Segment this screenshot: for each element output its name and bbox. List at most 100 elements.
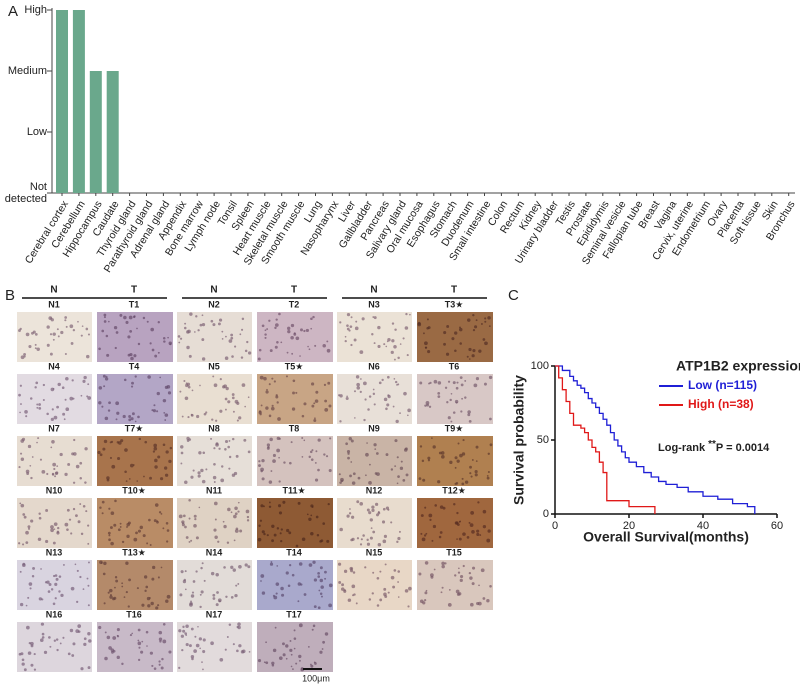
cell <box>455 386 459 390</box>
cell <box>137 641 142 646</box>
cell <box>25 530 29 535</box>
cell <box>218 447 221 450</box>
cell <box>153 446 158 451</box>
cell <box>317 575 321 578</box>
cell <box>394 380 398 384</box>
cell <box>180 634 184 638</box>
cell <box>221 337 224 340</box>
cell <box>23 355 26 358</box>
cell <box>444 562 447 565</box>
cell <box>283 461 286 464</box>
cell <box>278 456 280 459</box>
cell <box>34 343 37 346</box>
cell <box>32 566 36 570</box>
cell <box>210 641 214 646</box>
cell <box>46 580 50 584</box>
cell <box>64 398 67 401</box>
cell <box>326 348 331 353</box>
cell <box>87 396 92 400</box>
cell <box>190 600 192 603</box>
cell <box>53 415 58 420</box>
cell <box>191 657 194 661</box>
cell <box>375 502 379 506</box>
cell <box>66 508 70 512</box>
cell <box>192 580 196 583</box>
cell <box>57 526 60 530</box>
cell <box>114 499 117 503</box>
cell <box>236 419 239 422</box>
cell <box>454 574 457 577</box>
tissue-image <box>177 436 252 486</box>
cell <box>38 512 41 515</box>
cell <box>301 437 304 440</box>
cell <box>227 507 231 512</box>
cell <box>185 536 189 539</box>
cell <box>271 524 275 528</box>
cell <box>447 416 451 420</box>
cell <box>223 524 227 529</box>
cell <box>180 445 184 449</box>
cell <box>326 340 329 343</box>
cell <box>109 595 113 599</box>
cell <box>369 463 371 466</box>
cell <box>87 604 90 607</box>
cell <box>366 508 370 512</box>
cell <box>456 381 459 384</box>
cell <box>425 589 428 592</box>
cell <box>30 644 34 648</box>
cell <box>353 338 357 342</box>
cell <box>76 569 79 572</box>
cell <box>103 439 108 444</box>
cell <box>269 437 273 442</box>
survival-curve <box>555 365 756 514</box>
cell <box>26 472 30 476</box>
tissue-image <box>17 436 92 486</box>
cell <box>346 327 350 331</box>
cell <box>72 642 76 646</box>
cell <box>427 350 431 354</box>
cell <box>377 542 382 547</box>
cell <box>469 576 473 580</box>
cell <box>158 511 162 514</box>
cell <box>125 480 128 483</box>
cell <box>82 588 85 591</box>
cell <box>125 320 129 324</box>
cell <box>343 589 347 593</box>
cell <box>52 332 56 336</box>
cell <box>290 441 293 444</box>
cell <box>278 312 281 316</box>
cell <box>45 508 49 512</box>
cell <box>230 511 233 514</box>
cell <box>189 602 193 606</box>
cell <box>349 325 353 329</box>
cell <box>199 647 201 650</box>
cell <box>246 515 250 519</box>
cell <box>123 315 127 320</box>
cell <box>390 521 393 524</box>
cell <box>107 409 111 412</box>
cell <box>21 658 25 662</box>
cell <box>137 628 141 632</box>
cell <box>122 414 126 419</box>
cell <box>131 412 135 416</box>
cell <box>327 502 330 506</box>
cell <box>265 390 269 394</box>
cell <box>45 539 49 544</box>
cell <box>144 575 148 579</box>
cell <box>31 456 34 458</box>
cell <box>301 537 306 542</box>
cell <box>459 453 463 458</box>
tissue-image <box>257 312 333 362</box>
cell <box>106 478 110 482</box>
cell <box>203 579 206 582</box>
cell <box>113 596 117 600</box>
cell <box>186 382 191 386</box>
cell <box>340 479 344 483</box>
sample-label: N3 <box>368 299 380 309</box>
cell <box>48 582 52 586</box>
cell <box>428 513 433 518</box>
sample-label: T17 <box>286 609 302 619</box>
cell <box>199 605 202 609</box>
cell <box>487 316 491 320</box>
